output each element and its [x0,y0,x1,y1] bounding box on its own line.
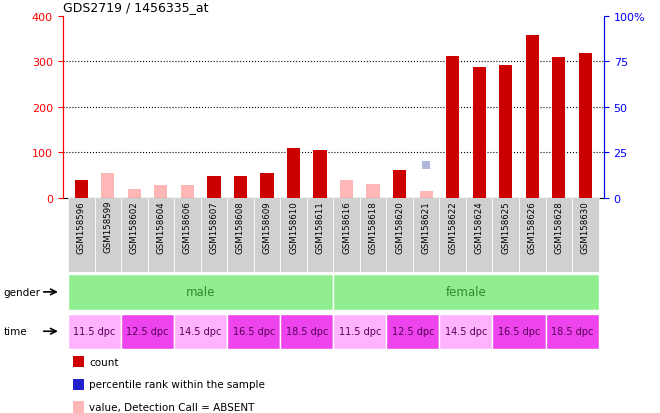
Text: GSM158618: GSM158618 [368,200,378,253]
Text: GSM158610: GSM158610 [289,200,298,253]
Bar [207,177,220,198]
Bar [386,198,413,273]
Text: female: female [446,286,486,299]
Text: GSM158607: GSM158607 [209,200,218,253]
Bar [75,181,88,198]
Bar [174,314,227,349]
Bar [360,198,386,273]
Bar [121,198,148,273]
Bar [121,314,174,349]
Bar [492,198,519,273]
Bar [148,198,174,273]
Bar [413,198,440,273]
Text: GSM158616: GSM158616 [342,200,351,253]
Text: GSM158609: GSM158609 [263,200,271,253]
Text: GSM158606: GSM158606 [183,200,192,253]
Bar [446,57,459,198]
Bar [440,314,492,349]
Text: 18.5 dpc: 18.5 dpc [286,326,328,337]
Text: 18.5 dpc: 18.5 dpc [551,326,593,337]
Text: GSM158622: GSM158622 [448,200,457,253]
Bar [440,198,466,273]
Bar [420,192,433,198]
Bar [393,171,407,198]
Bar [201,198,227,273]
Bar [234,176,247,198]
Bar [525,36,539,198]
Text: GSM158625: GSM158625 [501,200,510,253]
Text: GSM158596: GSM158596 [77,200,86,253]
Text: GSM158604: GSM158604 [156,200,166,253]
Bar [333,314,386,349]
Bar [181,185,194,198]
Bar [333,275,599,310]
Text: GDS2719 / 1456335_at: GDS2719 / 1456335_at [63,1,208,14]
Bar [227,314,280,349]
Bar [552,58,566,198]
Text: GSM158624: GSM158624 [475,200,484,253]
Bar [154,185,168,198]
Text: GSM158620: GSM158620 [395,200,404,253]
Bar [227,198,253,273]
Text: 11.5 dpc: 11.5 dpc [73,326,116,337]
Bar [94,198,121,273]
Bar [280,314,333,349]
Bar [473,68,486,198]
Text: value, Detection Call = ABSENT: value, Detection Call = ABSENT [89,402,255,412]
Text: male: male [186,286,215,299]
Bar [68,314,121,349]
Text: count: count [89,357,119,367]
Bar [174,198,201,273]
Text: 16.5 dpc: 16.5 dpc [498,326,540,337]
Bar [546,314,599,349]
Bar [314,150,327,198]
Text: GSM158621: GSM158621 [422,200,431,253]
Bar [366,185,379,198]
Text: 11.5 dpc: 11.5 dpc [339,326,381,337]
Bar [466,198,492,273]
Bar [572,198,599,273]
Bar [386,314,440,349]
Text: 12.5 dpc: 12.5 dpc [126,326,169,337]
Text: 12.5 dpc: 12.5 dpc [391,326,434,337]
Bar [287,148,300,198]
Bar [260,173,274,198]
Text: gender: gender [3,287,40,297]
Bar [579,54,592,198]
Bar [333,198,360,273]
Bar [68,198,94,273]
Text: 14.5 dpc: 14.5 dpc [180,326,222,337]
Text: 16.5 dpc: 16.5 dpc [232,326,275,337]
Text: GSM158628: GSM158628 [554,200,563,253]
Bar [307,198,333,273]
Bar [280,198,307,273]
Text: GSM158611: GSM158611 [315,200,325,253]
Bar [492,314,546,349]
Bar [127,189,141,198]
Bar [546,198,572,273]
Text: GSM158602: GSM158602 [130,200,139,253]
Text: GSM158599: GSM158599 [104,200,112,253]
Text: GSM158630: GSM158630 [581,200,590,253]
Bar [101,173,114,198]
Bar [340,181,353,198]
Text: GSM158608: GSM158608 [236,200,245,253]
Bar [253,198,280,273]
Text: time: time [3,326,27,337]
Text: 14.5 dpc: 14.5 dpc [445,326,487,337]
Bar [499,66,512,198]
Bar [519,198,546,273]
Bar [68,275,333,310]
Text: GSM158626: GSM158626 [528,200,537,253]
Text: percentile rank within the sample: percentile rank within the sample [89,380,265,389]
